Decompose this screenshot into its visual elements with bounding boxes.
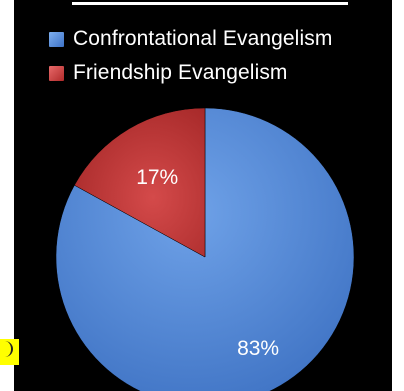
slice-label-confrontational: 83% (237, 337, 279, 360)
chart-legend: Confrontational Evangelism Friendship Ev… (49, 22, 332, 90)
legend-label-friendship: Friendship Evangelism (73, 61, 288, 84)
legend-swatch-confrontational (49, 31, 64, 47)
pie-slice-friendship (74, 107, 206, 258)
highlight-glyph (3, 341, 13, 357)
slice-label-friendship: 17% (136, 166, 178, 189)
legend-label-confrontational: Confrontational Evangelism (73, 27, 333, 50)
legend-swatch-friendship (49, 65, 64, 81)
legend-item-friendship: Friendship Evangelism (49, 56, 332, 90)
legend-item-confrontational: Confrontational Evangelism (49, 22, 332, 56)
title-underline (72, 2, 348, 5)
